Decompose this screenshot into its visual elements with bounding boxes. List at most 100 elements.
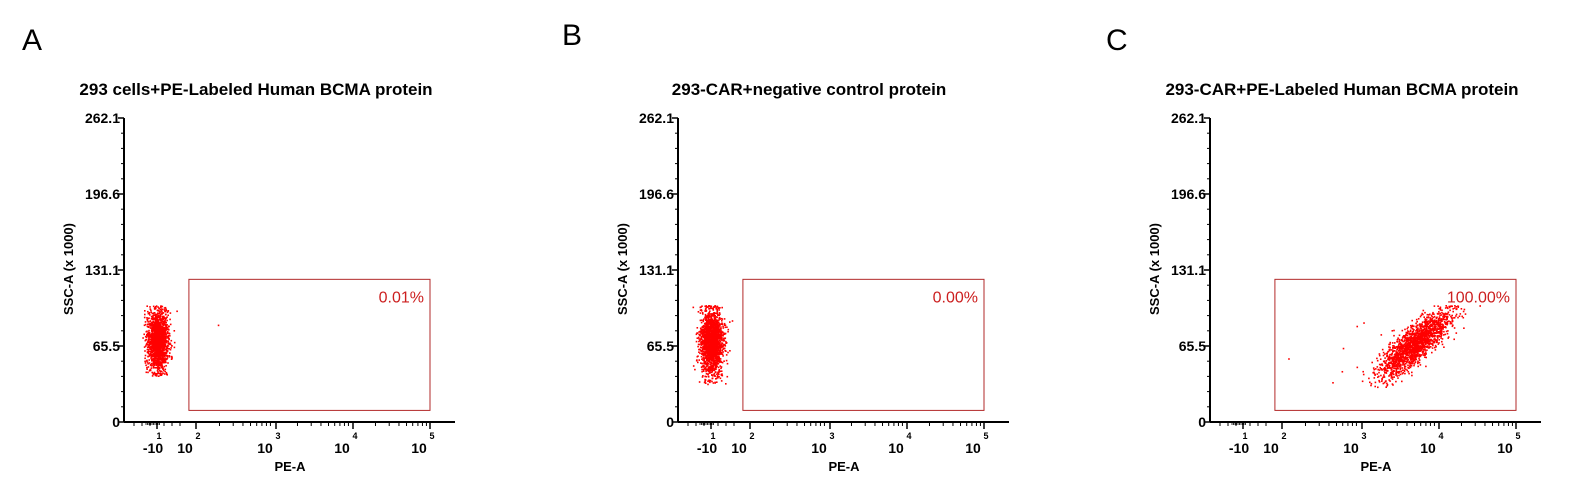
data-point xyxy=(714,360,716,363)
data-point xyxy=(718,324,721,326)
data-point xyxy=(721,342,724,345)
data-point xyxy=(708,313,710,316)
data-point xyxy=(1413,364,1415,367)
data-point xyxy=(1438,311,1440,313)
data-point xyxy=(710,366,713,369)
data-point xyxy=(708,339,711,341)
data-point xyxy=(712,364,715,366)
data-point xyxy=(145,371,148,374)
data-point xyxy=(707,331,709,333)
data-point xyxy=(146,320,149,322)
data-point xyxy=(726,362,729,365)
data-point xyxy=(1397,337,1399,339)
data-point xyxy=(721,353,724,355)
data-point xyxy=(152,319,155,321)
data-point xyxy=(1403,369,1406,371)
data-point xyxy=(155,313,157,316)
y-axis-label: SSC-A (x 1000) xyxy=(615,223,630,315)
data-point xyxy=(156,342,159,344)
data-point xyxy=(159,313,162,316)
data-point xyxy=(705,355,708,357)
data-point xyxy=(1372,371,1374,374)
data-point xyxy=(718,353,721,356)
data-point xyxy=(1409,329,1412,332)
data-point xyxy=(1415,357,1417,359)
data-point xyxy=(711,348,714,351)
data-point xyxy=(161,350,164,353)
data-point xyxy=(707,351,710,353)
data-point xyxy=(160,373,163,375)
data-point xyxy=(716,357,718,359)
data-point xyxy=(166,330,169,333)
data-point xyxy=(155,357,158,360)
data-point xyxy=(171,356,173,358)
data-point xyxy=(705,336,708,338)
data-point xyxy=(698,359,700,361)
data-point xyxy=(1414,349,1416,352)
data-point xyxy=(716,365,718,367)
data-point xyxy=(714,361,717,364)
gate-percent-label: 0.00% xyxy=(933,289,978,306)
data-point xyxy=(1452,308,1454,310)
data-point xyxy=(151,317,153,319)
x-tick-exponent: 1 xyxy=(156,431,161,441)
data-point xyxy=(717,340,720,343)
data-point xyxy=(170,358,173,360)
data-point xyxy=(160,309,163,312)
data-point xyxy=(1369,381,1371,384)
data-point xyxy=(144,339,147,342)
y-tick-label: 262.1 xyxy=(1171,110,1206,126)
data-point xyxy=(163,336,166,338)
data-point xyxy=(1406,334,1408,337)
data-point xyxy=(722,325,724,328)
data-point xyxy=(1423,354,1425,357)
data-point xyxy=(146,366,148,369)
data-point xyxy=(718,375,720,378)
data-point xyxy=(714,327,717,329)
data-point xyxy=(151,351,153,354)
data-point xyxy=(723,318,726,320)
data-point xyxy=(717,325,720,327)
data-point xyxy=(155,331,158,333)
data-point xyxy=(709,334,712,336)
data-point xyxy=(699,312,702,314)
data-point xyxy=(167,310,169,313)
data-point xyxy=(704,310,706,312)
data-point xyxy=(149,323,151,325)
data-point xyxy=(164,368,167,371)
data-point xyxy=(714,315,716,317)
data-point xyxy=(714,324,717,326)
data-point xyxy=(151,340,154,342)
data-point xyxy=(1432,332,1434,335)
data-point xyxy=(1443,346,1445,348)
data-point xyxy=(1447,336,1450,338)
data-point xyxy=(1378,371,1380,374)
data-point xyxy=(703,342,705,345)
data-point xyxy=(164,306,167,309)
data-point xyxy=(705,342,707,345)
y-tick-label: 0 xyxy=(112,414,120,430)
data-point xyxy=(148,362,151,364)
data-point xyxy=(163,321,166,324)
data-point xyxy=(1455,306,1457,308)
data-point xyxy=(1394,367,1397,370)
data-point xyxy=(165,336,167,338)
y-tick-label: 0 xyxy=(1198,414,1206,430)
data-point xyxy=(1373,377,1376,379)
data-point xyxy=(694,368,696,371)
data-point xyxy=(1425,353,1427,355)
data-point xyxy=(715,322,718,325)
data-point xyxy=(706,343,708,345)
data-point xyxy=(715,327,718,329)
data-point xyxy=(713,372,716,375)
data-point xyxy=(718,323,721,325)
data-point xyxy=(147,335,150,338)
data-point xyxy=(721,332,724,334)
data-point xyxy=(1438,316,1441,318)
data-point xyxy=(718,312,721,314)
data-point xyxy=(718,319,720,321)
data-point xyxy=(697,311,700,313)
data-point xyxy=(163,309,166,311)
data-point xyxy=(708,327,711,330)
data-point xyxy=(703,356,705,358)
